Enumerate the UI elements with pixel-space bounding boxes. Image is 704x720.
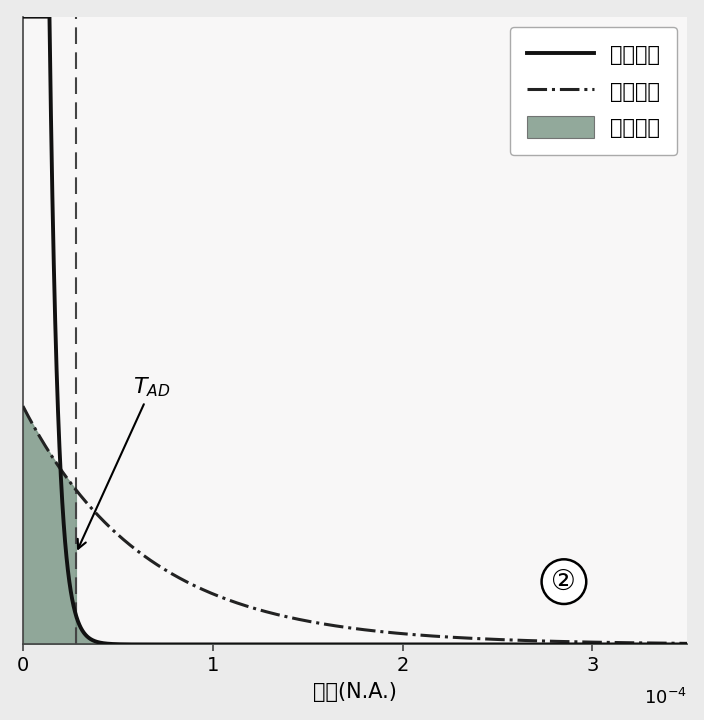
Text: $10^{-4}$: $10^{-4}$ xyxy=(644,688,687,708)
Text: ②: ② xyxy=(551,567,577,595)
X-axis label: 幅値(N.A.): 幅値(N.A.) xyxy=(313,682,397,702)
Text: $T_{AD}$: $T_{AD}$ xyxy=(77,375,170,549)
Legend: 静态组织, 动态血流, 分类错误: 静态组织, 动态血流, 分类错误 xyxy=(510,27,677,155)
